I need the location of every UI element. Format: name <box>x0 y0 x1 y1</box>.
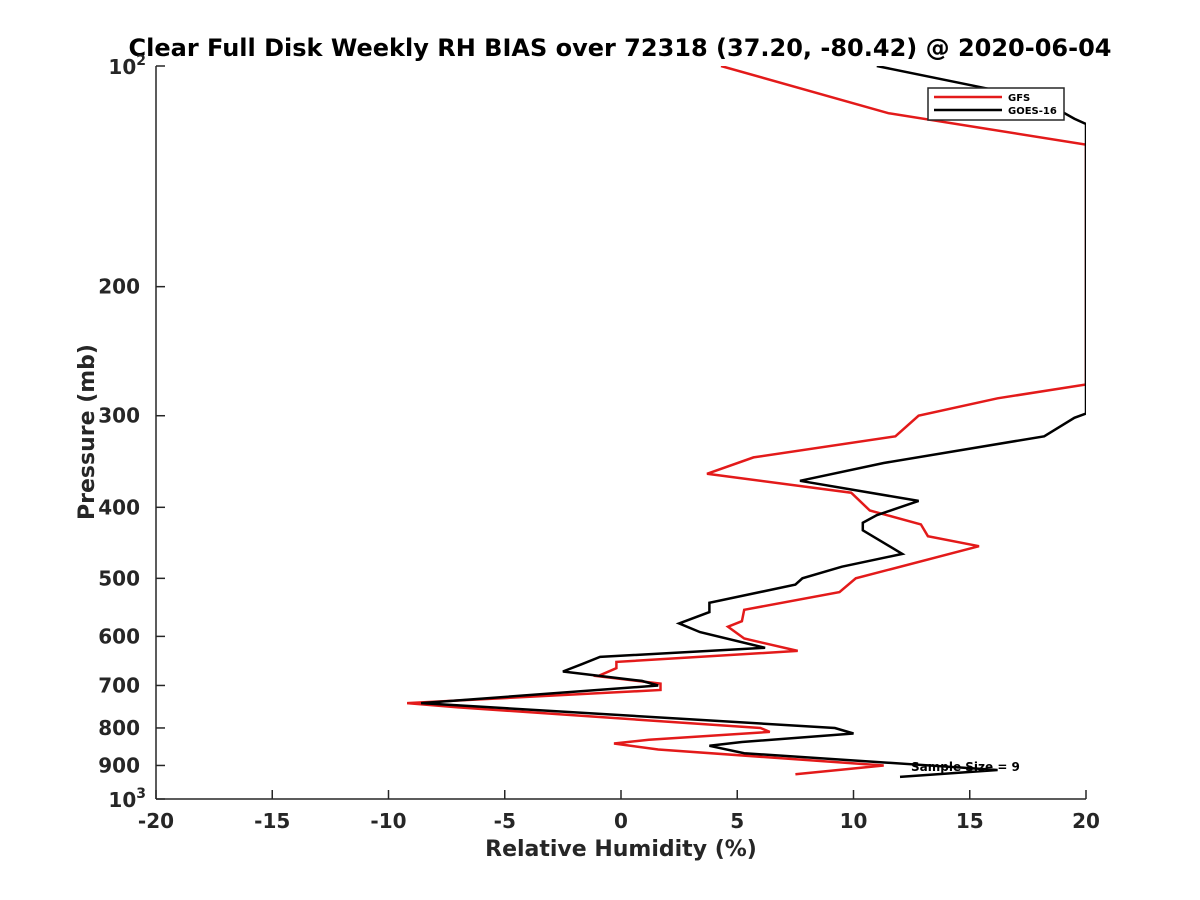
x-tick-label: 5 <box>730 809 744 833</box>
x-tick-label: -5 <box>494 809 516 833</box>
chart-title: Clear Full Disk Weekly RH BIAS over 7231… <box>129 34 1112 62</box>
y-tick-label: 800 <box>98 716 140 740</box>
y-tick-label-exponent: 3 <box>136 786 146 802</box>
y-tick-label: 900 <box>98 753 140 777</box>
series-line-gfs <box>406 66 1086 776</box>
x-tick-label: 0 <box>614 809 628 833</box>
legend-label-gfs: GFS <box>1008 93 1030 104</box>
y-tick-label: 102 <box>108 53 146 79</box>
series-layer <box>406 66 1086 779</box>
legend-box <box>927 87 1065 121</box>
x-tick-label: -15 <box>254 809 290 833</box>
y-tick-label-exponent: 2 <box>136 53 146 69</box>
y-tick-label: 700 <box>98 673 140 697</box>
x-tick-label: 15 <box>956 809 984 833</box>
x-tick-label: -20 <box>138 809 174 833</box>
series-line-goes16 <box>421 66 1086 779</box>
x-tick-label: -10 <box>370 809 406 833</box>
sample-size-annotation: Sample Size = 9 <box>911 760 1020 774</box>
y-tick-label: 300 <box>98 404 140 428</box>
x-tick-label: 10 <box>840 809 868 833</box>
y-tick-label: 400 <box>98 495 140 519</box>
x-tick-label: 20 <box>1072 809 1100 833</box>
legend: GFS GOES-16 <box>927 87 1065 121</box>
y-tick-label: 200 <box>98 275 140 299</box>
y-tick-label: 600 <box>98 624 140 648</box>
y-axis-label: Pressure (mb) <box>75 344 100 520</box>
y-tick-label-base: 10 <box>108 55 136 79</box>
y-tick-label: 103 <box>108 786 146 812</box>
x-axis-ticks: -20 -15 -10 -5 0 5 10 15 20 <box>138 790 1100 833</box>
y-tick-label-base: 10 <box>108 788 136 812</box>
legend-label-goes16: GOES-16 <box>1008 106 1057 117</box>
x-axis-label: Relative Humidity (%) <box>485 837 757 862</box>
y-tick-label: 500 <box>98 566 140 590</box>
